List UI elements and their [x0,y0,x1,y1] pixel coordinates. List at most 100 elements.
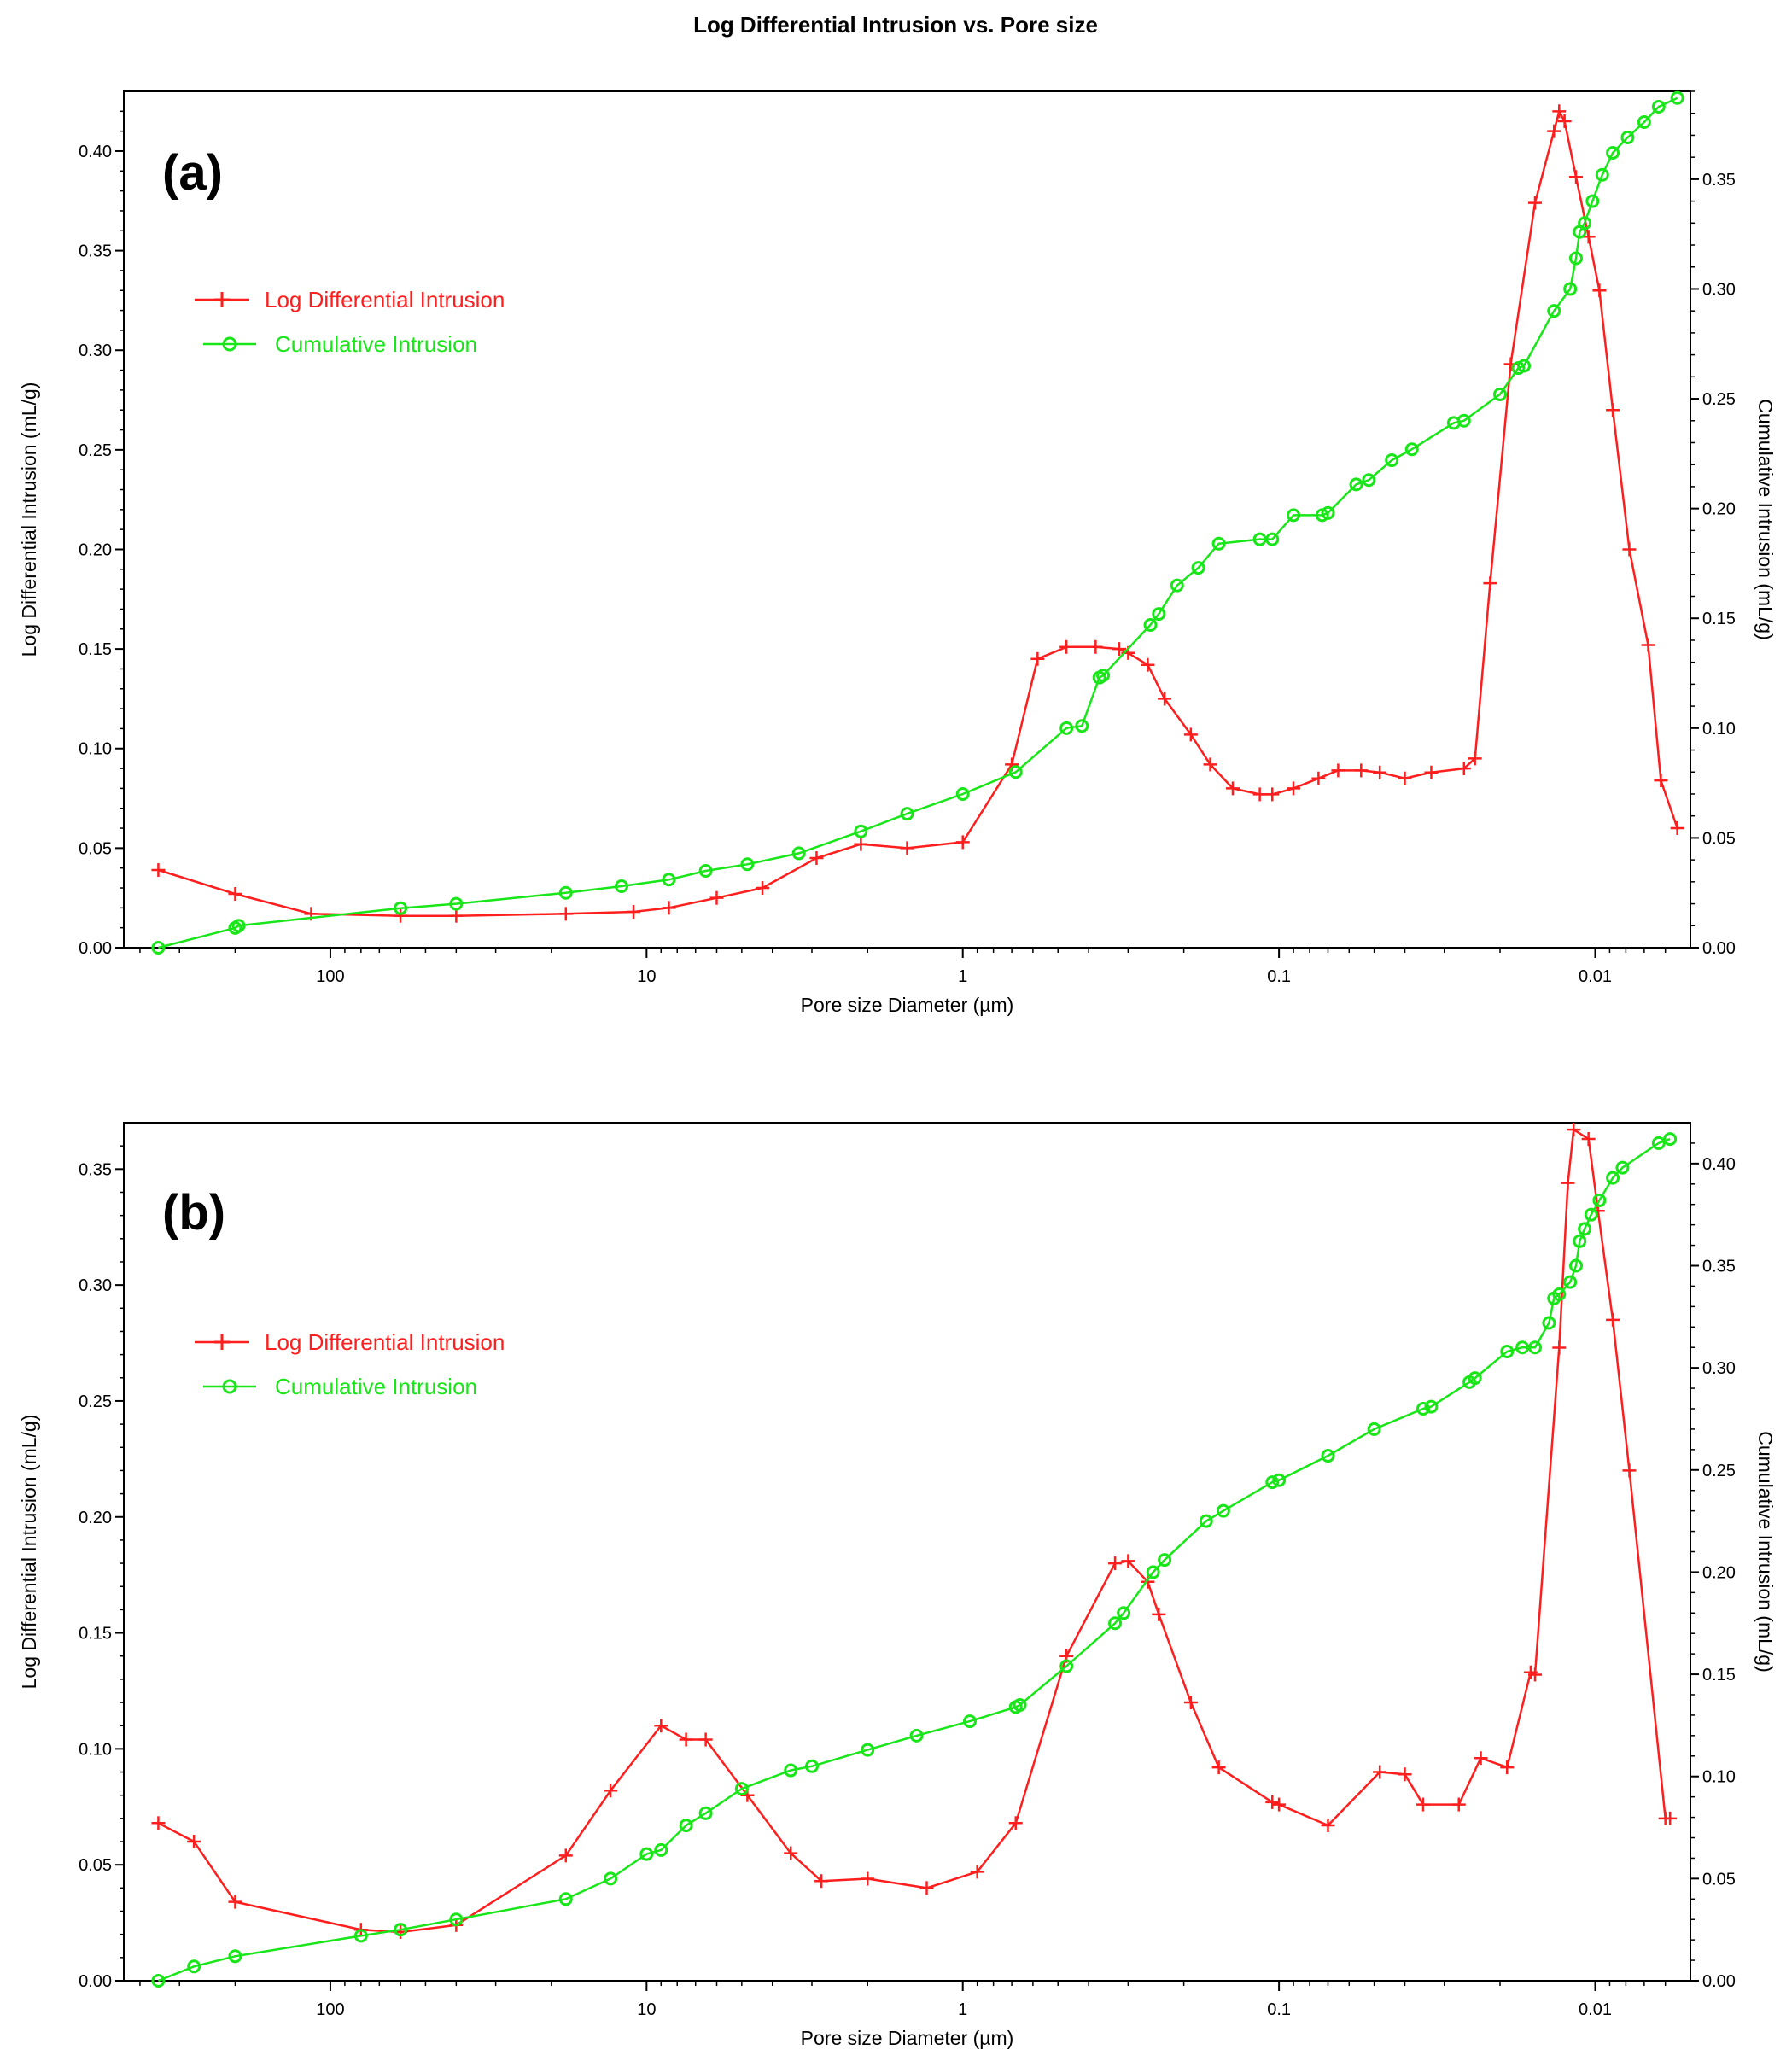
panel-a-cumulative-point [1456,413,1471,428]
panel-a-log-differential-point [1606,403,1620,417]
panel-b-log-differential-point [228,1895,242,1909]
panel-b-ytick-label: 0.05 [79,1856,112,1875]
panel-b-cumulative-point [1584,1207,1598,1222]
panel-a-legend-cum-marker [222,336,237,352]
panel-b-log-differential-point [1451,1797,1466,1812]
panel-b-log-differential-point [1108,1556,1123,1571]
panel-a-log-differential-point [394,908,408,923]
panel-a-log-differential-point [709,890,724,905]
panel-b-xtick-label: 1 [958,2000,967,2019]
panel-a-cumulative-point [1670,90,1684,105]
panel-b-log-differential-point [151,1816,166,1830]
panel-a-ytick-label: 0.25 [79,441,112,460]
panel-b-xlabel: Pore size Diameter (µm) [801,2027,1014,2049]
panel-a-xlabel: Pore size Diameter (µm) [801,994,1014,1016]
panel-b-cumulative-point [909,1728,924,1743]
panel-a-log-differential-point [1158,692,1172,706]
panel-a-xtick-label: 1 [958,967,967,986]
panel-a-log-differential-point [1547,124,1561,138]
panel-a-cumulative-point [1620,131,1635,145]
panel-a-log-differential-point [151,863,166,878]
panel-a-ytick-label: 0.15 [79,640,112,659]
panel-b-plot-frame [123,1122,1691,1982]
panel-a-log-differential-point [1483,576,1497,591]
panel-a-ytick-label: 0.10 [79,740,112,759]
panel-a-y2tick-label: 0.10 [1702,720,1736,739]
panel-b-cumulative-point [1272,1473,1287,1487]
panel-a-cumulative-point [1287,508,1301,523]
panel-b-log-differential-point [1528,1667,1543,1682]
panel-a-log-differential-point [1287,781,1301,796]
panel-a: (a) Log Differential Intrusion Cumulativ… [18,90,1777,1016]
panel-a-cumulative-point [1252,532,1267,546]
panel-b-cumulative-point [558,1892,573,1906]
panel-b-cumulative-point [1367,1422,1381,1436]
panel-a-log-differential-point [1225,781,1240,796]
panel-a-y2tick-label: 0.05 [1702,829,1736,848]
panel-b-y2tick-label: 0.30 [1702,1359,1736,1378]
panel-b-cumulative-point [1578,1222,1592,1236]
panel-a-cumulative-point [1606,146,1620,161]
panel-b-cumulative-point [1651,1136,1666,1150]
panel-b-log-differential-point [1500,1760,1515,1775]
panel-a-xtick-label: 10 [637,967,656,986]
panel-a-cumulative-point [394,901,408,915]
panel-a-cumulative-point [740,857,755,872]
panel-a-cumulative-point [1075,719,1089,733]
panel-b-cumulative-point [698,1806,713,1820]
panel-b-cumulative-point [449,1912,464,1927]
panel-a-cumulative-point [1585,194,1600,208]
panel-b-log-differential-point [679,1732,693,1747]
panel-a-legend-cum-label: Cumulative Intrusion [275,331,477,357]
panel-a-cumulative-point [1059,721,1074,735]
panel-b-cumulative-point [1515,1340,1530,1355]
panel-a-ytick-label: 0.30 [79,342,112,360]
panel-a-log-differential-point [1424,765,1439,779]
panel-b-ytick-label: 0.15 [79,1625,112,1644]
panel-b-cumulative-point [1528,1340,1543,1355]
panel-a-cumulative-point [1265,532,1280,546]
panel-b-y2tick-label: 0.10 [1702,1768,1736,1787]
panel-b-y2label: Cumulative Intrusion (mL/g) [1754,1431,1777,1673]
panel-a-cumulative-point [1191,561,1205,575]
panel-a-y2tick-label: 0.25 [1702,390,1736,409]
panel-b-log-differential-point [1008,1816,1023,1830]
panel-a-log-differential-point [1557,114,1572,128]
panel-a-log-differential-point [809,851,824,866]
panel-b-log-differential-point [1152,1607,1166,1621]
panel-b-y2tick-label: 0.00 [1702,1972,1736,1991]
panel-a-y2label: Cumulative Intrusion (mL/g) [1754,399,1777,640]
panel-b-ytick-label: 0.25 [79,1392,112,1411]
panel-b-log-differential-point [1581,1132,1596,1147]
panel-a-log-differential-point [1311,771,1326,785]
panel-b-log-differential-point [1183,1696,1198,1710]
panel-b-legend-log-label: Log Differential Intrusion [265,1329,505,1355]
panel-b-cumulative-point [1663,1132,1678,1147]
panel-a-log-differential-point [1265,787,1280,802]
panel-b-legend-cum-label: Cumulative Intrusion [275,1374,477,1399]
panel-b-cumulative-point [1569,1258,1584,1273]
panel-a-cumulative-point [1362,473,1376,488]
panel-a-cumulative-point [1595,167,1609,182]
panel-a-log-differential-point [1622,542,1637,557]
panel-b-log-differential-point [1416,1797,1430,1812]
panel-b-log-differential-point [187,1835,201,1849]
panel-b-log-differential-point [1606,1312,1620,1327]
panel-a-cumulative-point [1152,607,1166,622]
panel-a-cumulative-point [1517,359,1532,373]
panel-a-log-differential-point [900,841,914,855]
panel-a-cumulative-point [662,873,676,887]
panel-b-cumulative-line [157,1137,1671,1982]
panel-b-cumulative-point [1216,1503,1230,1518]
panel-b-label: (b) [162,1185,225,1241]
panel-b-log-differential-point [1121,1554,1135,1568]
panel-b-log-differential-point [814,1874,829,1889]
panel-a-cumulative-point [900,807,914,821]
panel-a-log-differential-point [1641,638,1655,652]
panel-a-log-differential-point [1203,757,1217,772]
panel-b-cumulative-point [654,1842,668,1857]
panel-a-cumulative-point [449,896,464,911]
panel-a-ylabel: Log Differential Intrusion (mL/g) [18,382,40,657]
panel-b-cumulative-point [151,1974,166,1988]
